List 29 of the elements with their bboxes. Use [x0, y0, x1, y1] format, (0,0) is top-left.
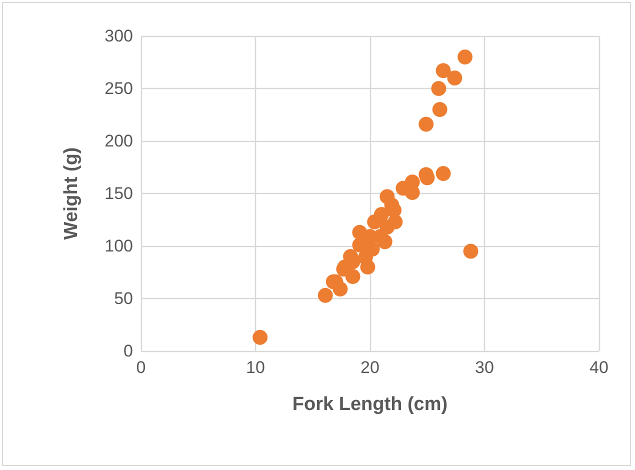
x-tick-label: 20	[360, 358, 380, 377]
y-tick-label: 150	[104, 184, 133, 203]
y-tick-label: 300	[104, 26, 133, 46]
y-tick-label: 50	[114, 289, 133, 308]
point	[436, 63, 451, 78]
point	[432, 102, 448, 117]
point	[352, 224, 368, 240]
x-tick-label: 40	[590, 358, 608, 377]
point	[463, 244, 478, 259]
point	[404, 174, 420, 190]
x-axis-title: Fork Length (cm)	[292, 394, 448, 415]
point	[252, 330, 268, 345]
point	[447, 70, 462, 86]
y-tick-label: 250	[104, 79, 133, 98]
y-axis-title: Weight (g)	[61, 147, 82, 240]
point	[436, 166, 451, 182]
point	[318, 288, 333, 303]
x-tick-label: 30	[475, 358, 494, 377]
point	[431, 81, 446, 96]
y-tick-label: 200	[104, 132, 133, 150]
point	[374, 207, 389, 222]
point	[458, 50, 473, 64]
point	[418, 116, 434, 132]
x-tick-label: 10	[246, 358, 265, 377]
y-tick-label: 100	[104, 236, 133, 256]
y-tick-label: 0	[124, 342, 133, 360]
x-tick-label: 0	[136, 358, 146, 377]
point	[380, 189, 395, 204]
point	[345, 268, 360, 284]
